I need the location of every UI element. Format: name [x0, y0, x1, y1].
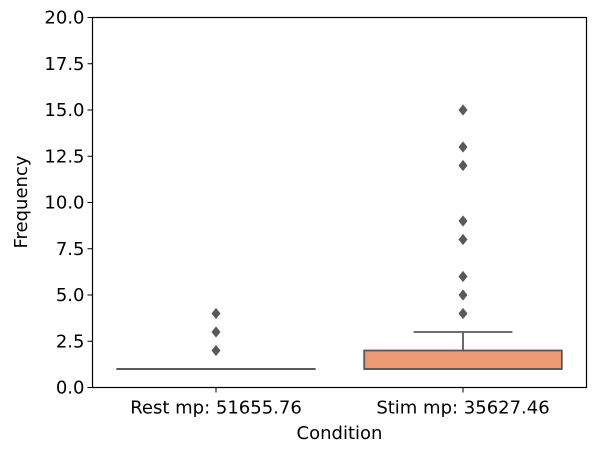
outlier-point — [211, 344, 221, 357]
outlier-point — [458, 289, 468, 301]
y-tick-label: 5.0 — [56, 285, 85, 306]
y-tick-label: 17.5 — [44, 54, 84, 75]
y-tick-label: 12.5 — [44, 146, 84, 167]
y-tick-label: 7.5 — [56, 239, 85, 260]
y-tick-label: 20.0 — [44, 8, 84, 29]
outlier-point — [458, 233, 468, 246]
outlier-point — [458, 307, 468, 320]
plot-area — [116, 104, 563, 370]
outlier-point — [458, 159, 468, 172]
y-axis: 0.0 2.5 5.0 7.5 10.0 12.5 15.0 17.5 20.0 — [44, 8, 93, 399]
outlier-point — [458, 141, 468, 153]
y-axis-label: Frequency — [11, 155, 32, 248]
outlier-point — [211, 326, 221, 338]
x-axis: Rest mp: 51655.76 Stim mp: 35627.46 — [130, 387, 550, 419]
box-group — [363, 104, 563, 370]
outlier-point — [458, 270, 468, 283]
x-axis-label: Condition — [297, 423, 383, 444]
x-tick-label: Rest mp: 51655.76 — [130, 398, 302, 419]
y-tick-label: 10.0 — [44, 193, 84, 214]
x-tick-label: Stim mp: 35627.46 — [376, 398, 549, 419]
y-tick-label: 15.0 — [44, 100, 84, 121]
outlier-point — [458, 104, 468, 116]
box-group — [116, 307, 316, 370]
y-tick-label: 2.5 — [56, 331, 85, 352]
outlier-point — [211, 307, 221, 320]
box — [363, 349, 563, 370]
y-tick-label: 0.0 — [56, 378, 85, 399]
outlier-point — [458, 215, 468, 227]
